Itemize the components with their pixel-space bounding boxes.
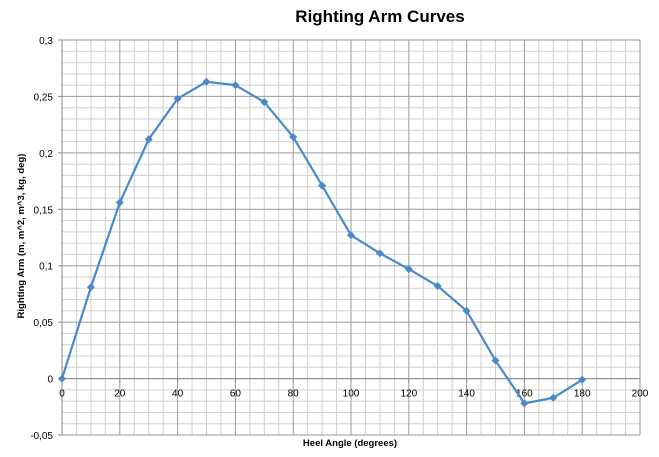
data-point: [144, 135, 153, 144]
data-point: [289, 133, 298, 142]
x-tick-labels: 0 20 40 60 80 100 120 140 160 180 200: [59, 389, 649, 400]
data-point: [173, 94, 182, 103]
data-point: [260, 98, 269, 107]
data-point: [462, 306, 471, 315]
y-tick-label: 0,15: [34, 205, 54, 216]
chart-title: Righting Arm Curves: [295, 7, 464, 26]
x-tick-label: 120: [400, 389, 417, 400]
y-axis-label: Righting Arm (m, m^2, m^3, kg, deg): [16, 154, 27, 319]
data-point: [86, 283, 95, 292]
y-tick-label: 0,05: [34, 318, 54, 329]
data-point: [375, 249, 384, 258]
y-tick-label: 0,25: [34, 92, 54, 103]
data-point: [57, 374, 67, 383]
x-tick-label: 80: [288, 389, 300, 400]
x-tick-label: 100: [343, 389, 360, 400]
x-tick-label: 160: [516, 389, 533, 400]
data-point: [578, 375, 587, 384]
x-tick-label: 60: [230, 389, 242, 400]
data-point: [404, 265, 413, 274]
data-point: [491, 356, 500, 365]
y-tick-label: 0,3: [39, 36, 53, 47]
y-tick-labels: -0,05 0 0,05 0,1 0,15 0,2 0,25 0,3: [30, 36, 53, 442]
grid: [61, 39, 641, 436]
y-tick-label: -0,05: [30, 431, 53, 442]
y-tick-label: 0,2: [39, 149, 53, 160]
data-point: [115, 198, 124, 207]
x-tick-label: 180: [574, 389, 591, 400]
data-point: [433, 282, 442, 291]
x-axis-label: Heel Angle (degrees): [303, 438, 397, 449]
x-tick-label: 140: [458, 389, 475, 400]
data-point: [231, 81, 240, 90]
data-point: [202, 77, 211, 86]
data-point: [346, 231, 356, 240]
data-point: [549, 393, 558, 402]
series-group: [57, 77, 587, 408]
y-tick-label: 0,1: [39, 262, 53, 273]
x-tick-label: 200: [632, 389, 649, 400]
x-tick-label: 20: [114, 389, 126, 400]
x-tick-label: 0: [59, 389, 65, 400]
data-point: [318, 181, 327, 190]
axes: [58, 39, 641, 436]
y-tick-label: 0: [47, 375, 53, 386]
x-tick-label: 40: [172, 389, 184, 400]
data-point: [520, 399, 529, 408]
